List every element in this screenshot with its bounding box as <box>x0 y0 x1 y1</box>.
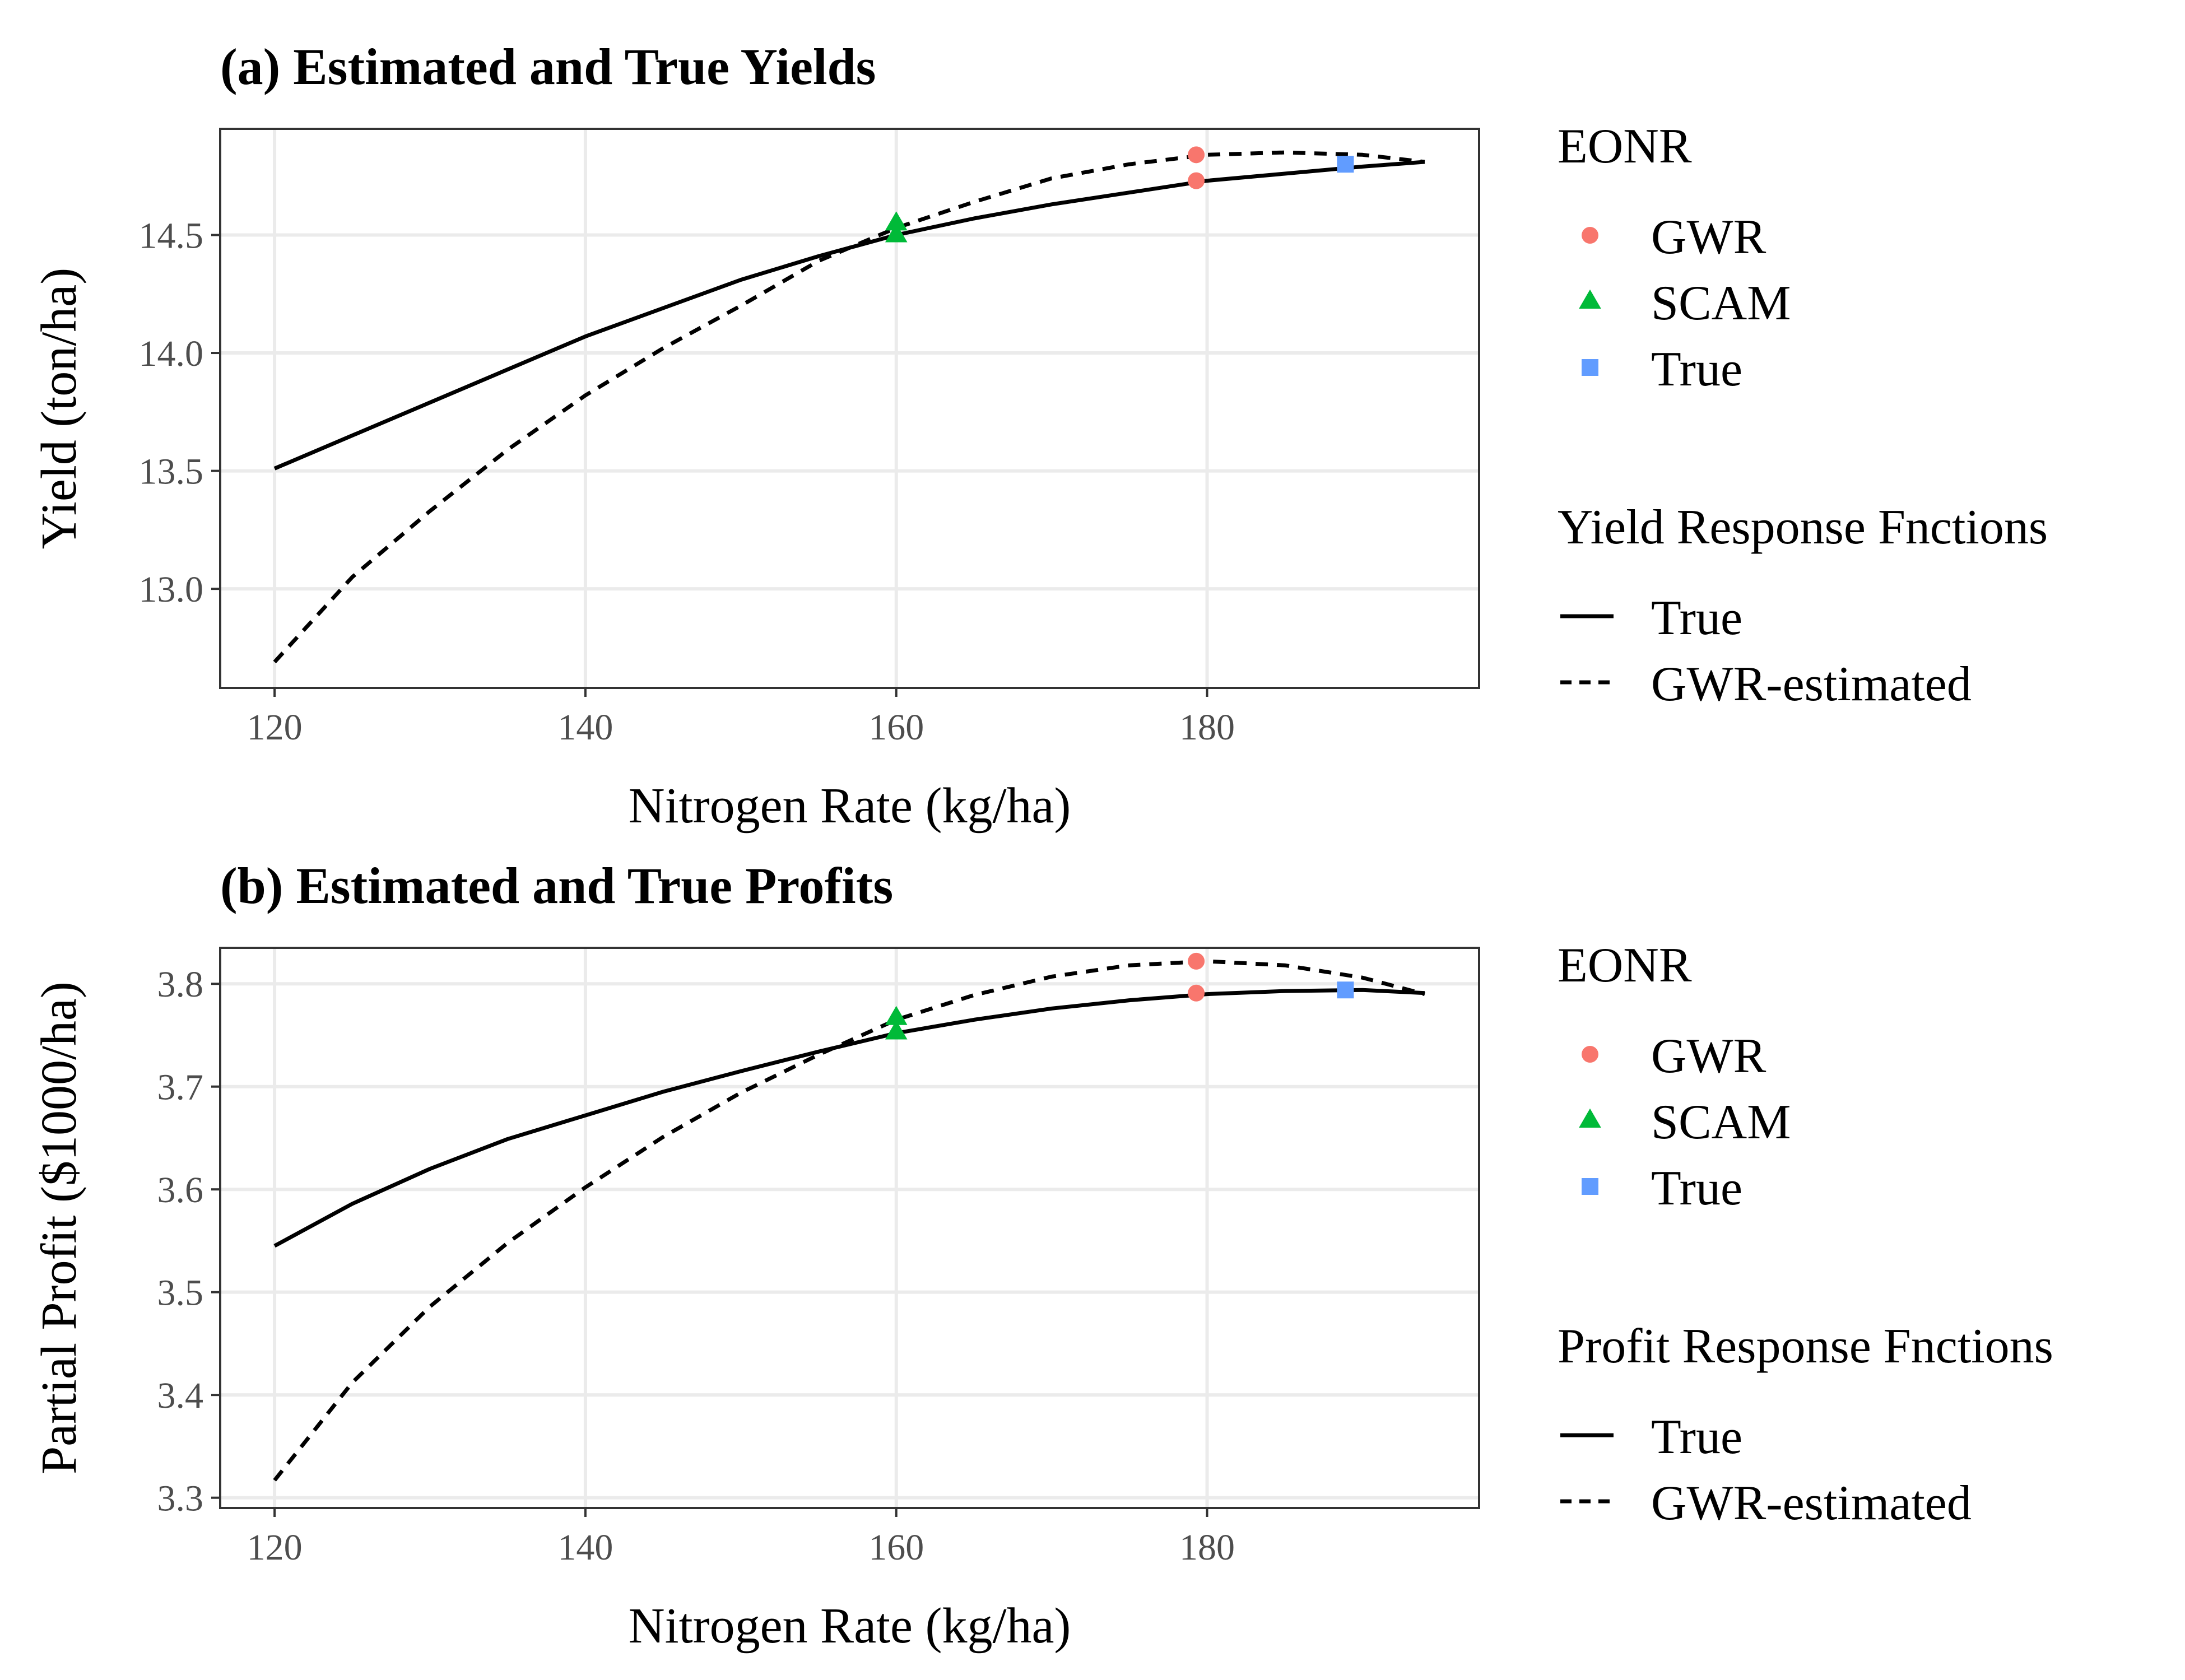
series-line-true <box>273 160 1425 471</box>
legend-eonr-title: EONR <box>1558 119 1692 174</box>
eonr-point-true <box>1337 981 1354 999</box>
chart-title: (a) Estimated and True Yields <box>220 38 876 95</box>
y-tick-label: 3.4 <box>157 1375 204 1416</box>
legend-key-scam <box>1579 1108 1601 1128</box>
legend-label-true: True <box>1651 1161 1742 1216</box>
legend-label-gwr: GWR <box>1651 1029 1766 1083</box>
panel-yields: (a) Estimated and True Yields 120 140 160 18… <box>31 38 2048 834</box>
y-tick-label: 3.8 <box>157 964 204 1005</box>
plot-area <box>220 129 1479 688</box>
series-line-true <box>273 988 1425 1248</box>
x-tick-label: 180 <box>1179 707 1235 748</box>
legend-key-scam <box>1579 289 1601 309</box>
legend-line-label: True <box>1651 591 1742 645</box>
legend-eonr-title: EONR <box>1558 938 1692 993</box>
eonr-point-gwr <box>1188 146 1205 164</box>
x-tick-label: 180 <box>1179 1527 1235 1568</box>
y-axis-title: Partial Profit ($1000/ha) <box>31 981 87 1474</box>
y-tick-label: 13.0 <box>139 569 204 610</box>
legend-lines-title: Yield Response Fnctions <box>1558 500 2048 555</box>
y-tick-label: 3.3 <box>157 1478 204 1519</box>
y-tick-label: 14.0 <box>139 333 204 374</box>
eonr-point-scam <box>885 211 908 231</box>
plot-area <box>220 948 1479 1508</box>
x-tick-label: 140 <box>557 1527 613 1568</box>
eonr-point-gwr <box>1188 984 1205 1002</box>
legend-label-gwr: GWR <box>1651 210 1766 264</box>
panel-border <box>219 947 1480 1509</box>
panel-border <box>219 128 1480 689</box>
legend-key-gwr <box>1582 227 1598 244</box>
legend-label-scam: SCAM <box>1651 276 1791 331</box>
legend-key-true <box>1582 1178 1598 1195</box>
x-tick-label: 160 <box>868 1527 924 1568</box>
x-tick-label: 160 <box>868 707 924 748</box>
x-axis-title: Nitrogen Rate (kg/ha) <box>629 778 1071 834</box>
series-line-gwr-estimated <box>273 150 1425 664</box>
y-tick-label: 14.5 <box>139 215 204 256</box>
x-tick-label: 120 <box>247 707 303 748</box>
legend-lines-title: Profit Response Fnctions <box>1558 1319 2053 1374</box>
eonr-point-scam <box>885 1020 908 1040</box>
legend-label-scam: SCAM <box>1651 1095 1791 1150</box>
legend-key-true <box>1582 359 1598 376</box>
y-tick-label: 3.5 <box>157 1273 204 1314</box>
eonr-point-gwr <box>1188 952 1205 970</box>
legend-line-label: True <box>1651 1410 1742 1464</box>
x-tick-label: 120 <box>247 1527 303 1568</box>
y-tick-label: 3.7 <box>157 1067 204 1108</box>
y-tick-label: 3.6 <box>157 1170 204 1211</box>
eonr-point-gwr <box>1188 172 1205 189</box>
legend-line-label: GWR-estimated <box>1651 1476 1972 1530</box>
eonr-point-scam <box>885 1006 908 1025</box>
chart-title: (b) Estimated and True Profits <box>220 857 893 914</box>
y-tick-label: 13.5 <box>139 452 204 492</box>
y-axis-title: Yield (ton/ha) <box>31 268 87 549</box>
x-tick-label: 140 <box>557 707 613 748</box>
x-axis-title: Nitrogen Rate (kg/ha) <box>629 1598 1071 1654</box>
eonr-point-true <box>1337 156 1354 173</box>
legend-line-label: GWR-estimated <box>1651 657 1972 711</box>
series-line-gwr-estimated <box>273 959 1425 1482</box>
eonr-point-scam <box>885 223 908 243</box>
legend-label-true: True <box>1651 342 1742 397</box>
legend-key-gwr <box>1582 1046 1598 1063</box>
panel-profits: (b) Estimated and True Profits 120 140 160 1… <box>31 857 2053 1654</box>
